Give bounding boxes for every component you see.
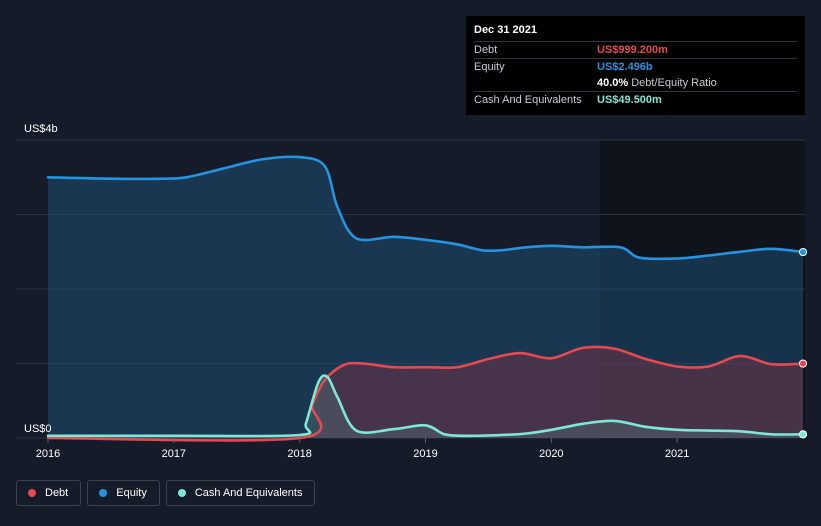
- cash-and-equivalents-line: [46, 374, 805, 438]
- equity-end-point[interactable]: [798, 247, 808, 257]
- y-unit-bottom-label: US$0: [24, 423, 52, 435]
- x-tick-label-1: 2017: [162, 448, 186, 460]
- x-axis-ticks: 2016 2017 2018 2019 2020 2021: [36, 438, 689, 460]
- series-end-markers: [798, 247, 808, 439]
- x-tick-label-5: 2021: [665, 448, 689, 460]
- tooltip-ratio-label: Debt/Equity Ratio: [631, 77, 717, 89]
- debt-area: [48, 346, 803, 441]
- legend-item-cash[interactable]: Cash And Equivalents: [165, 480, 316, 506]
- tooltip-cash-label: Cash And Equivalents: [474, 94, 582, 106]
- tooltip-equity-label: Equity: [474, 61, 505, 73]
- x-tick-label-3: 2019: [413, 448, 437, 460]
- x-tick-label-0: 2016: [36, 448, 60, 460]
- x-tick-label-2: 2018: [287, 448, 311, 460]
- tooltip-ratio-value: 40.0%: [597, 77, 629, 89]
- cash-and-equivalents-end-point[interactable]: [798, 430, 808, 439]
- tooltip-row-cash: Cash And Equivalents US$49.500m: [474, 91, 797, 108]
- tooltip-row-equity: Equity US$2.496b: [474, 58, 797, 75]
- tooltip-cash-value: US$49.500m: [597, 94, 662, 106]
- series-lines: [46, 155, 805, 442]
- x-tick-label-4: 2020: [539, 448, 563, 460]
- legend-label-cash: Cash And Equivalents: [194, 487, 303, 499]
- y-unit-top-label: US$4b: [24, 123, 58, 135]
- cash-legend-dot-icon: [177, 489, 186, 497]
- legend-item-debt[interactable]: Debt: [16, 480, 82, 506]
- equity-legend-dot-icon: [99, 489, 108, 497]
- chart-legend: Debt Equity Cash And Equivalents: [16, 480, 316, 506]
- legend-item-equity[interactable]: Equity: [87, 480, 160, 506]
- tooltip-row-ratio: 40.0% Debt/Equity Ratio: [474, 75, 797, 91]
- debt-legend-dot-icon: [28, 489, 36, 497]
- equity-line: [46, 155, 805, 261]
- series-areas: [48, 156, 803, 441]
- tooltip-panel: Dec 31 2021 Debt US$999.200m Equity US$2…: [466, 16, 805, 115]
- legend-label-equity: Equity: [116, 487, 147, 499]
- tooltip-equity-value: US$2.496b: [597, 61, 653, 73]
- tooltip-row-debt: Debt US$999.200m: [474, 41, 797, 58]
- cash-and-equivalents-area: [48, 375, 803, 438]
- tooltip-debt-label: Debt: [474, 44, 498, 56]
- legend-label-debt: Debt: [45, 487, 69, 499]
- debt-line: [46, 345, 805, 442]
- tooltip-date: Dec 31 2021: [474, 24, 537, 36]
- debt-end-point[interactable]: [798, 359, 808, 368]
- tooltip-debt-value: US$999.200m: [597, 44, 668, 56]
